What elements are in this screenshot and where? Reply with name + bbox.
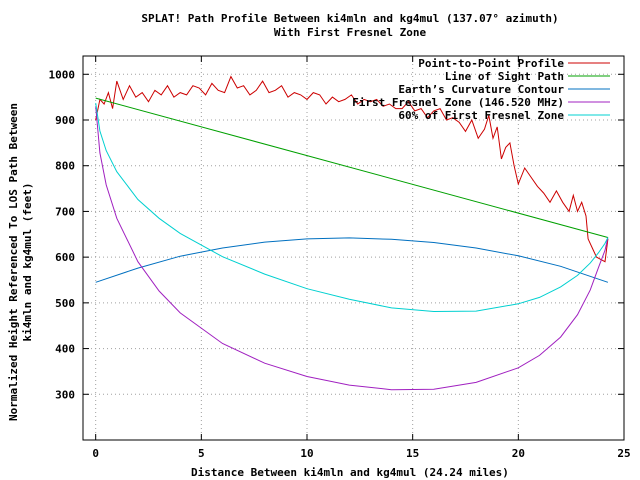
legend-label: Line of Sight Path [445, 70, 564, 83]
y-tick-label: 800 [55, 160, 75, 173]
legend-label: Point-to-Point Profile [418, 57, 564, 70]
y-tick-label: 900 [55, 114, 75, 127]
legend-label: 60% of First Fresnel Zone [398, 109, 564, 122]
x-tick-label: 5 [198, 447, 205, 460]
x-tick-label: 20 [512, 447, 525, 460]
x-tick-label: 25 [617, 447, 630, 460]
y-axis-label-line-1: Normalized Height Referenced To LOS Path… [7, 103, 20, 421]
chart-title: SPLAT! Path Profile Between ki4mln and k… [141, 12, 558, 25]
series-earth-s-curvature-contour-line [95, 237, 609, 283]
y-tick-label: 300 [55, 388, 75, 401]
x-tick-label: 15 [406, 447, 419, 460]
chart-subtitle: With First Fresnel Zone [274, 26, 427, 39]
y-tick-label: 700 [55, 205, 75, 218]
plot-frame [82, 55, 625, 441]
tick-layer: 0 5 10 15 20 25 300 400 500 600 700 800 900 1000 [49, 56, 631, 460]
series-point-to-point-profile-line [95, 75, 609, 263]
series-line-of-sight-path-line [95, 97, 609, 238]
legend-item-first-fresnel-zone-146-520-mhz: First Fresnel Zone (146.520 MHz) [352, 96, 610, 109]
series-first-fresnel-zone-146-520-mhz-line [95, 106, 609, 391]
legend-item-earth-s-curvature-contour: Earth’s Curvature Contour [398, 83, 610, 96]
legend-item-point-to-point-profile: Point-to-Point Profile [418, 57, 610, 70]
x-axis-label: Distance Between ki4mln and kg4mul (24.2… [191, 466, 509, 479]
series-layer [95, 75, 609, 391]
y-tick-label: 1000 [49, 68, 76, 81]
series-60-of-first-fresnel-zone-line [95, 103, 609, 313]
x-tick-label: 0 [92, 447, 99, 460]
legend-item-60-of-first-fresnel-zone: 60% of First Fresnel Zone [398, 109, 610, 122]
legend-label: First Fresnel Zone (146.520 MHz) [352, 96, 564, 109]
y-tick-label: 400 [55, 343, 75, 356]
legend-item-line-of-sight-path: Line of Sight Path [445, 70, 610, 83]
x-tick-label: 10 [300, 447, 313, 460]
y-tick-label: 500 [55, 297, 75, 310]
y-axis-label-line-2: ki4mln and kg4mul (feet) [21, 183, 34, 342]
y-tick-label: 600 [55, 251, 75, 264]
legend-label: Earth’s Curvature Contour [398, 83, 564, 96]
